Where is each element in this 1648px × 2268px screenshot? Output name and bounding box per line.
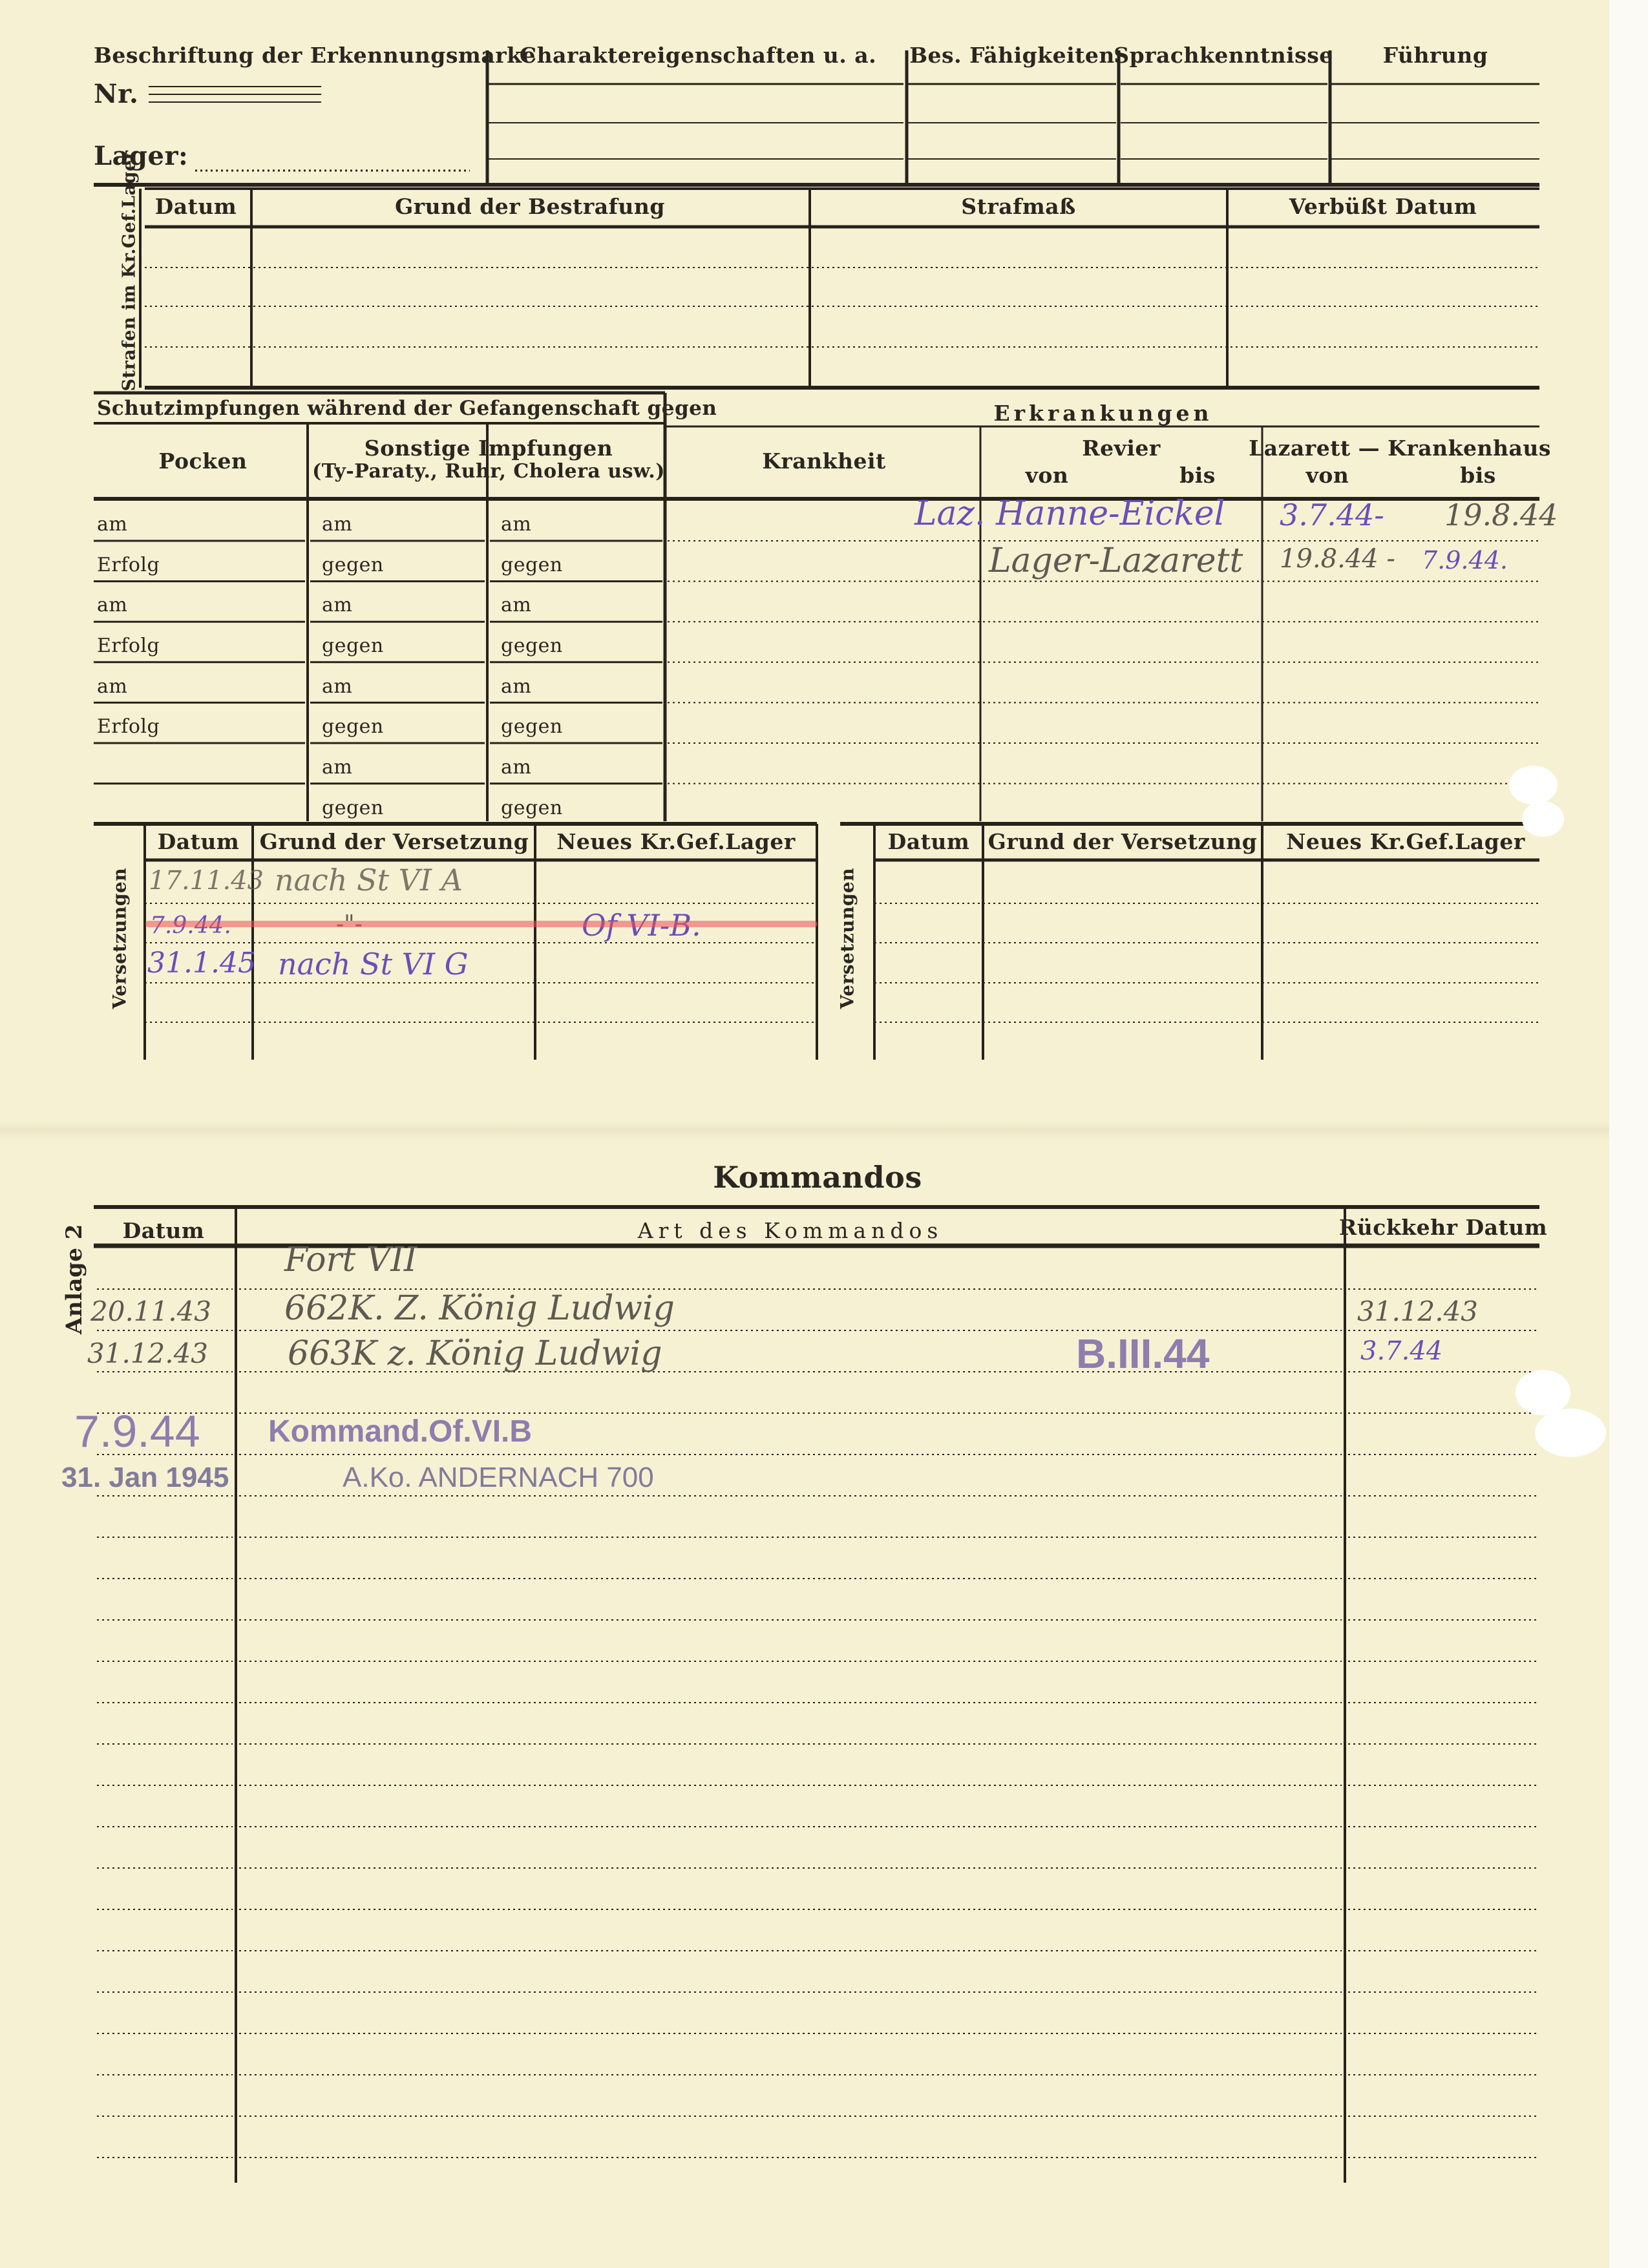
lazarett-bis: bis: [1460, 463, 1496, 488]
krankheit-header: Krankheit: [762, 448, 886, 474]
strafen-side-label: Strafen im Kr.Gef.Lager: [119, 150, 140, 392]
versetzung-col-datum-left: Datum: [157, 829, 240, 854]
kommando-col-datum: Datum: [122, 1218, 205, 1243]
stamp-date-2: 31. Jan 1945: [61, 1462, 229, 1493]
charakter-header: Charaktereigenschaften u. a.: [519, 43, 877, 68]
kommando-stamp-b-iii: B.III.44: [1076, 1330, 1210, 1377]
vaccination-col1-label: am: [97, 594, 128, 616]
kommando-date-2: 31.12.43: [87, 1338, 209, 1369]
red-strikethrough: [145, 921, 818, 927]
fuehrung-header: Führung: [1382, 43, 1488, 68]
vaccination-col2-label: gegen: [322, 797, 384, 819]
kommando-art-2: 663K z. König Ludwig: [288, 1334, 662, 1373]
vaccination-col1-label: am: [97, 513, 128, 536]
lazarett-von: von: [1305, 463, 1349, 488]
erkennungsmarke-label: Beschriftung der Erkennungsmarke: [94, 43, 536, 68]
versetzung-col-datum-right: Datum: [887, 829, 970, 854]
kommando-return-1: 31.12.43: [1357, 1296, 1479, 1327]
transfer-reason-3: nach St VI G: [278, 947, 469, 982]
vaccination-col1-label: Erfolg: [97, 554, 160, 576]
vaccination-col2-label: am: [322, 756, 353, 779]
impfungen-title: Schutzimpfungen während der Gefangenscha…: [97, 397, 717, 420]
sprachen-header: Sprachkenntnisse: [1114, 43, 1333, 68]
vaccination-col1-label: am: [97, 675, 128, 698]
kommando-return-2: 3.7.44: [1360, 1336, 1443, 1366]
punch-hole: [1509, 766, 1558, 804]
vaccination-col2-label: am: [322, 513, 353, 536]
transfer-date-1: 17.11.43: [149, 866, 264, 896]
punch-hole: [1522, 801, 1564, 837]
anlage-label: Anlage 2: [61, 1224, 87, 1334]
vaccination-col2-label: gegen: [322, 715, 384, 738]
transfer-date-3: 31.1.45: [147, 947, 256, 980]
vaccination-col2-label: am: [322, 675, 353, 698]
vaccination-col2-label: gegen: [322, 554, 384, 576]
stamp-text-1: Kommand.Of.VI.B: [268, 1414, 533, 1449]
kommando-art-above-1: Fort VII: [284, 1241, 417, 1279]
punch-hole: [1516, 1370, 1570, 1415]
strafen-col-verbuesst: Verbüßt Datum: [1289, 194, 1477, 219]
vaccination-col3-label: gegen: [501, 715, 563, 738]
versetzung-col-grund-left: Grund der Versetzung: [259, 829, 529, 854]
vaccination-col3-label: gegen: [501, 797, 563, 819]
vaccination-col3-label: am: [501, 513, 532, 536]
versetzung-col-lager-right: Neues Kr.Gef.Lager: [1286, 829, 1525, 854]
illness-place-2: Lager-Lazarett: [989, 541, 1243, 580]
vaccination-col3-label: am: [501, 756, 532, 779]
illness-von-1: 3.7.44-: [1280, 498, 1384, 532]
illness-bis-1: 19.8.44: [1444, 498, 1558, 532]
versetzung-col-lager-left: Neues Kr.Gef.Lager: [556, 829, 796, 854]
vaccination-col1-label: Erfolg: [97, 635, 160, 657]
pocken-header: Pocken: [158, 448, 248, 474]
sonstige-header: Sonstige Impfungen: [364, 436, 613, 461]
versetzungen-side-label-left: Versetzungen: [109, 867, 131, 1009]
stamp-date-1: 7.9.44: [74, 1406, 200, 1456]
lager-label: Lager:: [94, 141, 189, 171]
illness-bis-2: 7.9.44.: [1422, 546, 1508, 574]
vaccination-col1-label: Erfolg: [97, 715, 160, 738]
versetzung-col-grund-right: Grund der Versetzung: [988, 829, 1258, 854]
revier-bis: bis: [1179, 463, 1216, 488]
revier-header: Revier: [1082, 436, 1161, 461]
strafen-col-grund: Grund der Bestrafung: [395, 194, 665, 219]
sonstige-sub-header: (Ty-Paraty., Ruhr, Cholera usw.): [312, 460, 665, 483]
vaccination-col2-label: gegen: [322, 635, 384, 657]
illness-von-2: 19.8.44 -: [1280, 544, 1395, 574]
kommando-col-rueckkehr: Rückkehr Datum: [1338, 1215, 1548, 1240]
faehigkeiten-header: Bes. Fähigkeiten: [909, 43, 1115, 68]
stamp-text-2: A.Ko. ANDERNACH 700: [343, 1462, 654, 1493]
illness-place-1: Laz. Hanne-Eickel: [914, 494, 1225, 533]
erkrankungen-title: Erkrankungen: [993, 401, 1213, 426]
vaccination-col2-label: am: [322, 594, 353, 616]
strafen-col-strafmass: Strafmaß: [961, 194, 1076, 219]
vaccination-col3-label: gegen: [501, 554, 563, 576]
kommandos-title: Kommandos: [713, 1160, 922, 1195]
kommando-date-1: 20.11.43: [90, 1296, 212, 1327]
punch-hole: [1535, 1409, 1606, 1457]
versetzungen-side-label-right: Versetzungen: [836, 867, 858, 1009]
transfer-reason-1: nach St VI A: [275, 863, 463, 898]
kommando-col-art: Art des Kommandos: [637, 1218, 944, 1243]
nr-label: Nr.: [94, 79, 139, 109]
vaccination-col3-label: am: [501, 594, 532, 616]
vaccination-col3-label: gegen: [501, 635, 563, 657]
paper-fold: [0, 1121, 1609, 1140]
lazarett-header: Lazarett — Krankenhaus: [1249, 436, 1551, 461]
revier-von: von: [1025, 463, 1069, 488]
kommando-art-1: 662K. Z. König Ludwig: [284, 1289, 675, 1328]
strafen-col-datum: Datum: [154, 194, 237, 219]
vaccination-col3-label: am: [501, 675, 532, 698]
